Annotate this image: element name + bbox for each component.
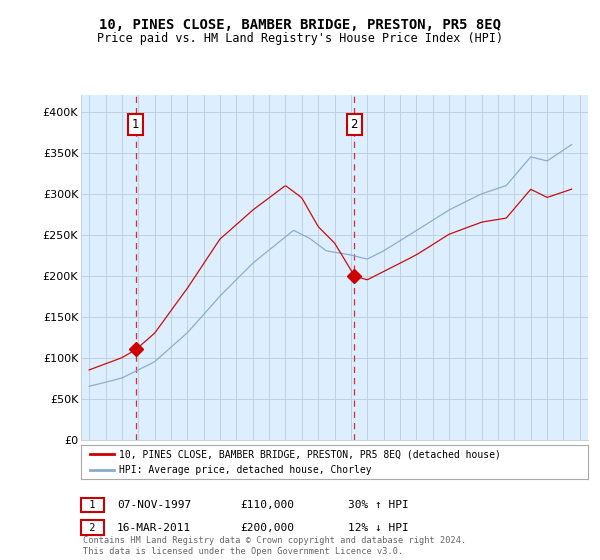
Text: Price paid vs. HM Land Registry's House Price Index (HPI): Price paid vs. HM Land Registry's House … [97, 32, 503, 45]
Text: 16-MAR-2011: 16-MAR-2011 [117, 522, 191, 533]
Text: 12% ↓ HPI: 12% ↓ HPI [348, 522, 409, 533]
Text: 1: 1 [132, 118, 140, 131]
Text: 1: 1 [83, 500, 101, 510]
Text: 07-NOV-1997: 07-NOV-1997 [117, 500, 191, 510]
Text: Contains HM Land Registry data © Crown copyright and database right 2024.
This d: Contains HM Land Registry data © Crown c… [83, 536, 466, 556]
Text: 2: 2 [83, 522, 101, 533]
Text: HPI: Average price, detached house, Chorley: HPI: Average price, detached house, Chor… [119, 465, 371, 475]
Text: £200,000: £200,000 [240, 522, 294, 533]
Text: 10, PINES CLOSE, BAMBER BRIDGE, PRESTON, PR5 8EQ: 10, PINES CLOSE, BAMBER BRIDGE, PRESTON,… [99, 18, 501, 32]
Text: 2: 2 [350, 118, 358, 131]
Text: £110,000: £110,000 [240, 500, 294, 510]
Text: 30% ↑ HPI: 30% ↑ HPI [348, 500, 409, 510]
Text: 10, PINES CLOSE, BAMBER BRIDGE, PRESTON, PR5 8EQ (detached house): 10, PINES CLOSE, BAMBER BRIDGE, PRESTON,… [119, 449, 501, 459]
